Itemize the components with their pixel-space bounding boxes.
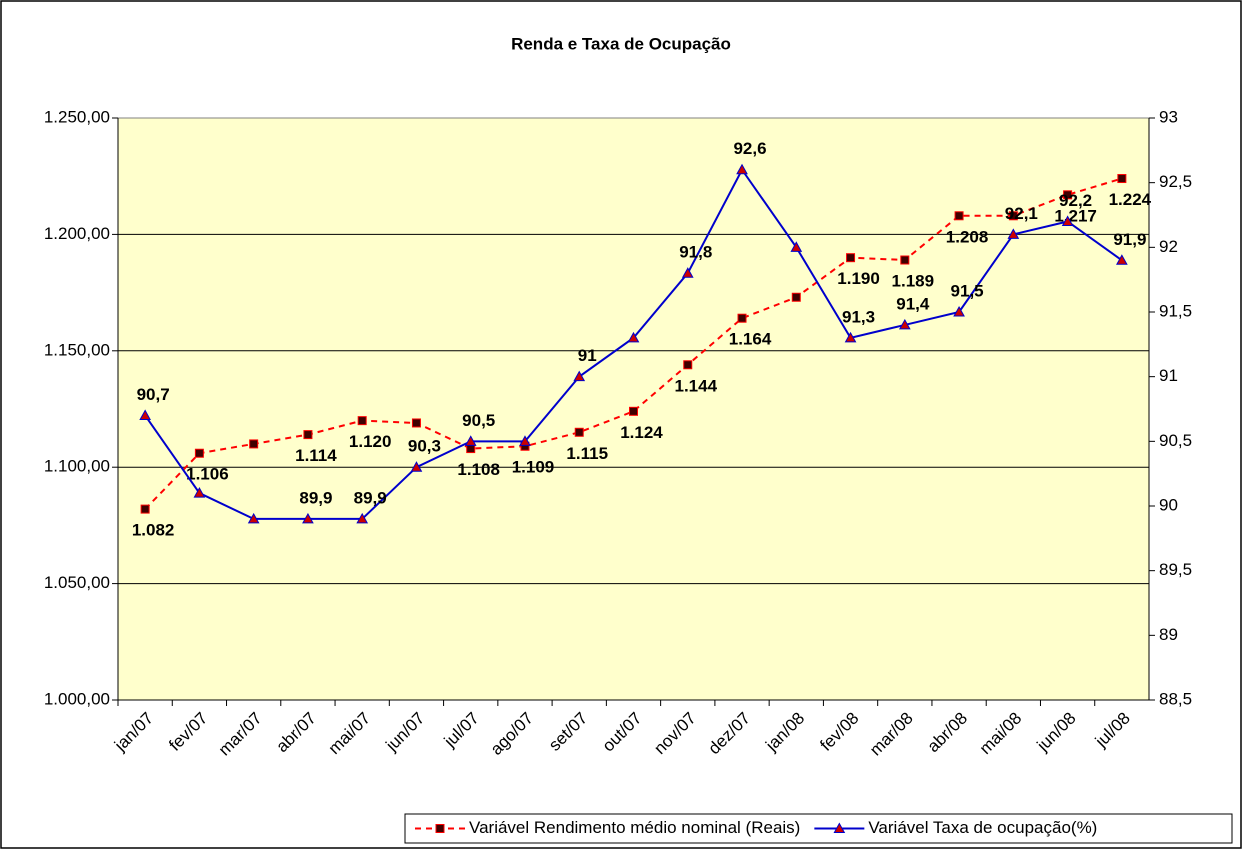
data-label: 89,9 (299, 488, 332, 507)
y2-tick-label: 91,5 (1159, 301, 1192, 320)
point-marker (1116, 254, 1128, 265)
point-marker (303, 430, 313, 440)
y2-tick-label: 92 (1159, 237, 1178, 256)
data-label: 1.120 (349, 432, 392, 451)
legend-marker (435, 824, 445, 833)
point-marker (681, 267, 694, 278)
point-marker (846, 253, 856, 263)
point-marker (573, 370, 586, 382)
y-tick-label: 1.250,00 (44, 107, 110, 126)
y-tick-label: 1.150,00 (44, 340, 110, 359)
point-marker (302, 512, 314, 524)
point-marker (1007, 228, 1020, 239)
legend-label: Variável Rendimento médio nominal (Reais… (469, 818, 800, 837)
point-marker (410, 461, 423, 472)
point-marker (356, 512, 369, 524)
y2-tick-label: 91 (1159, 366, 1178, 385)
data-label: 1.109 (512, 458, 555, 477)
y-tick-label: 1.050,00 (44, 573, 110, 592)
point-marker (357, 416, 367, 426)
data-label: 91,9 (1113, 230, 1146, 249)
point-marker (140, 504, 150, 514)
point-marker (193, 487, 206, 498)
point-marker (683, 360, 693, 370)
data-label: 1.106 (186, 465, 229, 484)
y2-tick-label: 89,5 (1159, 560, 1192, 579)
legend-label: Variável Taxa de ocupação(%) (868, 818, 1097, 837)
data-label: 92,2 (1059, 191, 1092, 210)
y2-tick-label: 90,5 (1159, 431, 1192, 450)
data-label: 1.164 (729, 330, 772, 349)
data-label: 1.108 (457, 460, 500, 479)
legend-marker (833, 822, 846, 833)
point-marker (1061, 215, 1074, 226)
point-marker (844, 331, 857, 343)
point-marker (411, 418, 421, 428)
y-tick-label: 1.000,00 (44, 689, 110, 708)
point-marker (574, 427, 584, 437)
data-label: 1.190 (837, 269, 880, 288)
data-label: 91 (578, 346, 597, 365)
y2-tick-label: 88,5 (1159, 689, 1192, 708)
data-label: 92,6 (733, 139, 766, 158)
point-marker (791, 292, 801, 302)
point-marker (953, 305, 965, 317)
point-marker (627, 331, 640, 343)
point-marker (1117, 174, 1127, 184)
data-label: 1.082 (132, 521, 175, 540)
point-marker (737, 313, 747, 323)
point-marker (1008, 211, 1018, 221)
y-tick-label: 1.100,00 (44, 457, 110, 476)
point-marker (139, 409, 151, 420)
y2-tick-label: 92,5 (1159, 172, 1192, 191)
point-marker (790, 241, 803, 252)
data-label: 90,5 (462, 411, 495, 430)
data-label: 1.189 (892, 271, 935, 290)
y-tick-label: 1.200,00 (44, 224, 110, 243)
data-label: 90,3 (408, 437, 441, 456)
data-label: 1.224 (1109, 190, 1152, 209)
point-marker (629, 406, 638, 416)
point-marker (954, 211, 964, 221)
chart-title: Renda e Taxa de Ocupação (511, 34, 731, 53)
data-label: 1.144 (674, 376, 717, 395)
point-marker (736, 163, 748, 175)
data-label: 1.124 (620, 423, 663, 442)
data-label: 91,5 (951, 281, 984, 300)
point-marker (249, 439, 259, 449)
point-marker (247, 512, 260, 524)
point-marker (519, 435, 531, 446)
data-label: 91,8 (679, 243, 712, 262)
data-label: 89,9 (354, 488, 387, 507)
y2-tick-label: 90 (1159, 495, 1178, 514)
y2-tick-label: 89 (1159, 625, 1178, 644)
point-marker (898, 318, 911, 330)
data-label: 1.115 (566, 444, 608, 463)
point-marker (900, 255, 910, 265)
data-label: 91,3 (842, 307, 875, 326)
point-marker (1063, 190, 1073, 200)
point-marker (194, 448, 204, 458)
data-label: 92,1 (1005, 204, 1038, 223)
data-label: 1.114 (295, 446, 337, 465)
data-label: 91,4 (896, 294, 930, 313)
point-marker (464, 435, 477, 446)
data-label: 1.208 (946, 227, 989, 246)
data-label: 90,7 (137, 385, 170, 404)
y2-tick-label: 93 (1159, 107, 1178, 126)
